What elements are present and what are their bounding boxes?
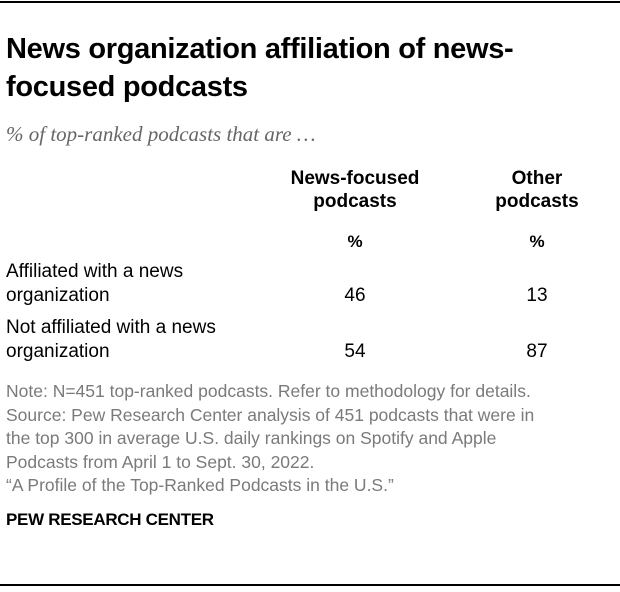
cell-value: 54 [344, 341, 366, 362]
row-label-not-affiliated: Not affiliated with a news organization [6, 316, 286, 364]
column-header-news-focused: News-focused podcasts [265, 167, 445, 213]
column-header-other: Other podcasts [447, 167, 620, 213]
source-line: Source: Pew Research Center analysis of … [6, 404, 535, 425]
column-header-line: News-focused [290, 168, 420, 189]
source-line: Podcasts from April 1 to Sept. 30, 2022. [6, 451, 315, 472]
row-label-affiliated: Affiliated with a news organization [6, 260, 286, 308]
note-line: Note: N=451 top-ranked podcasts. Refer t… [6, 381, 531, 401]
cell-value: 13 [526, 285, 548, 306]
row-label-line: organization [6, 341, 110, 362]
row-label-line: Not affiliated with a news [6, 317, 216, 338]
unit-label: % [529, 232, 545, 251]
column-header-line: Other [511, 168, 563, 189]
notes: Note: N=451 top-ranked podcasts. Refer t… [6, 380, 616, 498]
top-rule [0, 1, 620, 3]
chart-subtitle: % of top-ranked podcasts that are … [6, 122, 316, 146]
bottom-rule [0, 584, 620, 586]
row-label-line: organization [6, 285, 110, 306]
column-header-line: podcasts [495, 191, 579, 212]
row-label-line: Affiliated with a news [6, 261, 184, 282]
cell-value: 87 [526, 341, 548, 362]
chart-title: News organization affiliation of news-fo… [6, 33, 514, 103]
cell-value: 46 [344, 285, 366, 306]
source-line: the top 300 in average U.S. daily rankin… [6, 428, 497, 448]
brand-label: PEW RESEARCH CENTER [6, 510, 214, 529]
column-header-line: podcasts [313, 191, 397, 212]
unit-label: % [347, 232, 363, 251]
report-title-line: “A Profile of the Top-Ranked Podcasts in… [6, 475, 394, 495]
